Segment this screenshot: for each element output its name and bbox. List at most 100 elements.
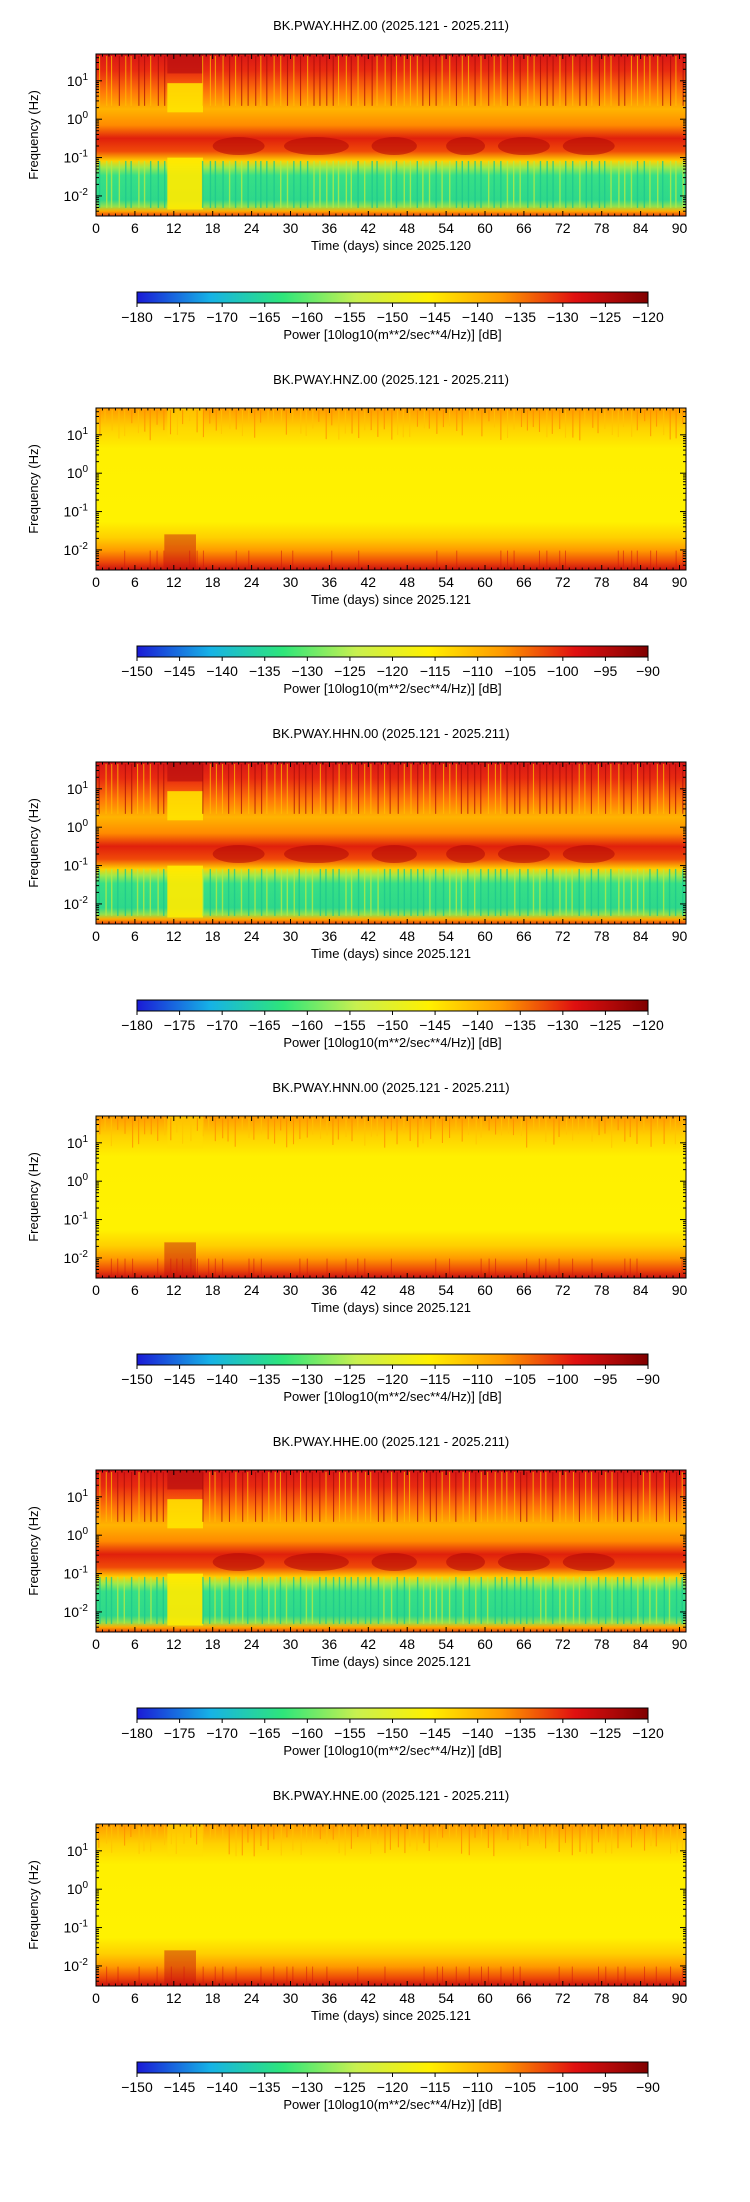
colorbar-tick-label: −95 (594, 2079, 618, 2095)
y-tick-label: 10-1 (64, 149, 89, 166)
colorbar-tick-label: −105 (504, 663, 536, 679)
colorbar-tick-label: −125 (334, 2079, 366, 2095)
x-tick-label: 30 (283, 220, 299, 236)
colorbar: −180 −175 −170 −165 −160 −155 −150 −145 −140 −135… (121, 999, 664, 1050)
x-tick-label: 66 (516, 1282, 532, 1298)
colorbar-tick-label: −145 (164, 2079, 196, 2095)
spectrogram-panel-2: BK.PWAY.HNZ.00 (2025.121 - 2025.211)0 6 12… (26, 372, 688, 696)
x-tick-label: 90 (672, 220, 688, 236)
x-tick-label: 66 (516, 1636, 532, 1652)
colorbar-tick-label: −95 (594, 1371, 618, 1387)
plot-frame (95, 407, 687, 571)
colorbar-tick-label: −110 (462, 2079, 493, 2095)
y-tick-exponent: -1 (79, 857, 88, 868)
x-tick-label: 36 (322, 1636, 338, 1652)
colorbar-tick-label: −140 (206, 663, 238, 679)
colorbar-tick-label: −160 (292, 1725, 324, 1741)
x-tick-label: 12 (166, 1990, 182, 2006)
colorbar: −150 −145 −140 −135 −130 −125 −120 −115 −110 −105… (121, 1353, 660, 1404)
y-tick-label: 101 (67, 1134, 89, 1151)
y-tick-exponent: 0 (82, 1526, 88, 1537)
colorbar-tick-label: −135 (249, 2079, 281, 2095)
y-tick-label: 100 (67, 1172, 89, 1189)
y-tick-exponent: 0 (82, 464, 88, 475)
y-tick-exponent: 1 (82, 1134, 88, 1145)
y-tick-label: 10-1 (64, 1919, 89, 1936)
x-tick-label: 66 (516, 928, 532, 944)
x-tick-label: 84 (633, 928, 649, 944)
x-tick-label: 54 (438, 220, 454, 236)
colorbar-tick-label: −100 (547, 1371, 579, 1387)
chart-title: BK.PWAY.HNZ.00 (2025.121 - 2025.211) (273, 372, 509, 387)
x-tick-label: 18 (205, 1282, 221, 1298)
colorbar-tick-label: −105 (504, 1371, 536, 1387)
colorbar-tick-label: −125 (590, 309, 622, 325)
colorbar-tick-label: −130 (547, 1725, 579, 1741)
x-tick-label: 0 (92, 928, 100, 944)
x-tick-label: 72 (555, 928, 571, 944)
y-tick-label: 10-1 (64, 1211, 89, 1228)
colorbar-tick-label: −120 (377, 663, 409, 679)
y-tick-exponent: -1 (79, 1211, 88, 1222)
colorbar-tick-label: −170 (206, 1017, 238, 1033)
spectrogram-texture (98, 54, 684, 210)
x-tick-label: 18 (205, 1636, 221, 1652)
x-tick-label: 24 (244, 574, 260, 590)
x-tick-label: 78 (594, 220, 610, 236)
colorbar-tick-label: −150 (121, 2079, 153, 2095)
x-axis: 0 6 12 18 24 30 36 42 48 54 60 66 72 78 84 90 Time (days… (92, 1824, 688, 2023)
colorbar-tick-label: −120 (377, 1371, 409, 1387)
x-tick-label: 54 (438, 928, 454, 944)
y-tick-label: 101 (67, 1842, 89, 1859)
y-tick-exponent: -1 (79, 149, 88, 160)
x-tick-label: 6 (131, 1636, 139, 1652)
x-tick-label: 60 (477, 928, 493, 944)
x-tick-label: 60 (477, 220, 493, 236)
x-tick-label: 60 (477, 1636, 493, 1652)
colorbar-tick-label: −150 (377, 1017, 409, 1033)
colorbar-tick-label: −135 (249, 1371, 281, 1387)
colorbar-tick-label: −140 (206, 2079, 238, 2095)
y-tick-exponent: 1 (82, 780, 88, 791)
spectrogram-texture (99, 408, 684, 570)
y-tick-label: 100 (67, 110, 89, 127)
x-tick-label: 84 (633, 1282, 649, 1298)
x-axis: 0 6 12 18 24 30 36 42 48 54 60 66 72 78 84 90 Time (days… (92, 1116, 688, 1315)
y-tick-exponent: 1 (82, 426, 88, 437)
colorbar-tick-label: −140 (462, 1017, 494, 1033)
colorbar-tick-label: −125 (590, 1725, 622, 1741)
colorbar-tick-label: −100 (547, 663, 579, 679)
y-tick-label: 10-2 (64, 1603, 89, 1620)
x-tick-label: 18 (205, 928, 221, 944)
x-tick-label: 54 (438, 1990, 454, 2006)
colorbar-label: Power [10log10(m**2/sec**4/Hz)] [dB] (283, 2097, 501, 2112)
colorbar-tick-label: −180 (121, 1017, 153, 1033)
chart-title: BK.PWAY.HNE.00 (2025.121 - 2025.211) (273, 1788, 510, 1803)
colorbar-tick-label: −140 (462, 309, 494, 325)
x-tick-label: 90 (672, 1990, 688, 2006)
x-tick-label: 30 (283, 928, 299, 944)
colorbar-gradient (136, 1353, 649, 1366)
x-axis: 0 6 12 18 24 30 36 42 48 54 60 66 72 78 84 90 Time (days… (92, 54, 688, 253)
x-axis-label: Time (days) since 2025.121 (311, 592, 471, 607)
colorbar-tick-label: −145 (419, 1017, 451, 1033)
colorbar-gradient (136, 2061, 649, 2074)
colorbar: −150 −145 −140 −135 −130 −125 −120 −115 −110 −105… (121, 2061, 660, 2112)
x-tick-label: 6 (131, 1990, 139, 2006)
colorbar-tick-label: −100 (547, 2079, 579, 2095)
x-tick-label: 42 (361, 220, 377, 236)
chart-title: BK.PWAY.HHE.00 (2025.121 - 2025.211) (273, 1434, 510, 1449)
y-tick-exponent: -2 (79, 895, 88, 906)
x-tick-label: 30 (283, 574, 299, 590)
colorbar-label: Power [10log10(m**2/sec**4/Hz)] [dB] (283, 327, 501, 342)
colorbar-tick-label: −130 (292, 1371, 324, 1387)
y-tick-label: 10-2 (64, 1957, 89, 1974)
x-tick-label: 30 (283, 1282, 299, 1298)
x-tick-label: 42 (361, 1282, 377, 1298)
x-tick-label: 36 (322, 928, 338, 944)
y-tick-label: 10-1 (64, 503, 89, 520)
y-tick-label: 100 (67, 464, 89, 481)
y-tick-exponent: -1 (79, 503, 88, 514)
colorbar-gradient (136, 999, 649, 1012)
x-tick-label: 84 (633, 1636, 649, 1652)
